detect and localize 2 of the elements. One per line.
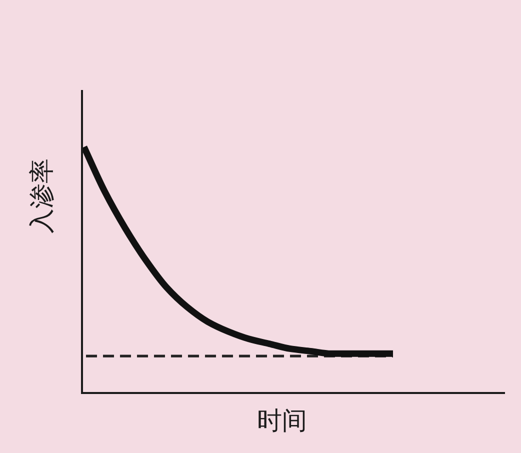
xlabel: 时间 (257, 406, 307, 435)
ylabel: 入渗率 (27, 158, 56, 234)
